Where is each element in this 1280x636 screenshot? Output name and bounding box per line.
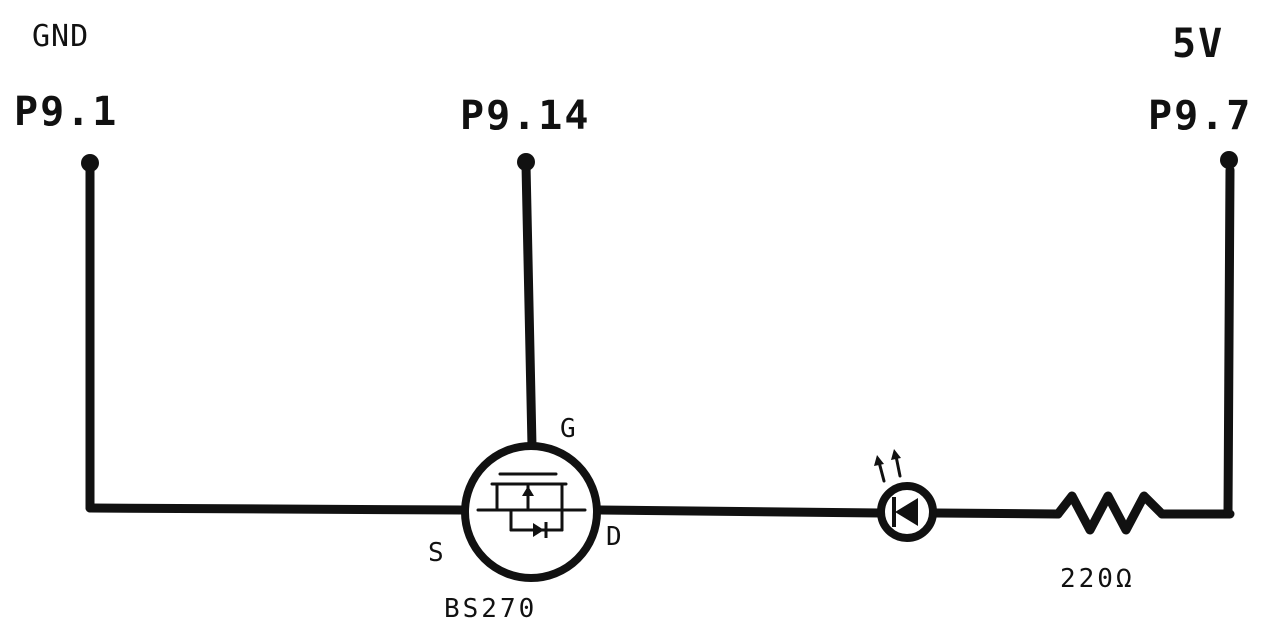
vcc-pin-label: P9.7: [1148, 93, 1253, 139]
gate-terminal-label: G: [560, 414, 576, 444]
gate-pin-dot: [517, 153, 535, 171]
resistor-value-label: 220Ω: [1060, 564, 1135, 594]
gate-wire: [521, 160, 537, 451]
gnd-pin-label: P9.1: [14, 89, 119, 135]
led-symbol: [874, 449, 937, 542]
drain-terminal-label: D: [606, 522, 622, 552]
transistor-part-label: BS270: [444, 594, 538, 624]
drain-wire: [595, 505, 885, 518]
resistor-symbol: [1053, 491, 1167, 535]
source-wire: [85, 503, 467, 515]
vcc-pin-dot: [1220, 151, 1238, 169]
mosfet-symbol: [461, 442, 601, 582]
led-wire: [931, 508, 1063, 519]
vcc-net-label: 5V: [1172, 21, 1225, 67]
gate-pin-label: P9.14: [460, 93, 591, 139]
gnd-net-label: GND: [32, 19, 90, 54]
vcc-wire: [1223, 165, 1235, 519]
gnd-pin-dot: [81, 154, 99, 172]
source-terminal-label: S: [428, 538, 444, 568]
